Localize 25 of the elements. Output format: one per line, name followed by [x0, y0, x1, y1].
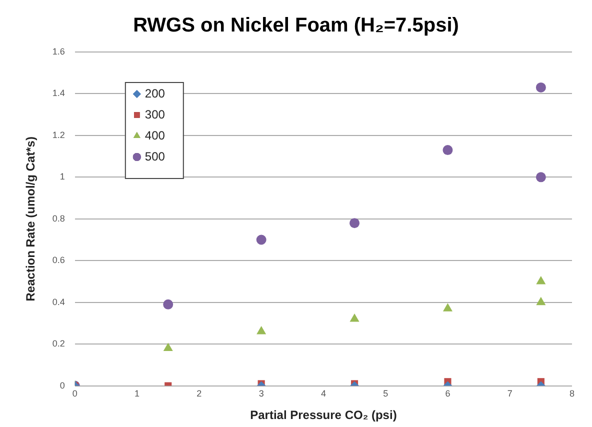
x-tick-label: 6 — [445, 388, 450, 399]
legend-label: 500 — [144, 149, 166, 164]
x-tick-label: 0 — [72, 388, 78, 399]
y-tick-label: 0 — [60, 380, 65, 390]
y-tick-label: 1.2 — [52, 130, 65, 140]
y-tick-label: 1.6 — [52, 46, 65, 56]
y-tick-label: 1.4 — [52, 88, 65, 98]
y-tick-label: 0.2 — [52, 338, 65, 349]
x-tick-label: 1 — [134, 388, 140, 399]
x-tick-label: 3 — [258, 388, 264, 399]
x-tick-label: 5 — [383, 388, 388, 399]
y-tick-label: 1 — [60, 172, 65, 182]
y-axis-title: Reaction Rate (umol/g Cat*s) — [24, 136, 38, 302]
x-axis-title: Partial Pressure CO₂ (psi) — [250, 408, 397, 422]
legend-label: 200 — [144, 86, 166, 100]
y-tick-label: 0.8 — [52, 213, 65, 224]
legend-label: 400 — [144, 128, 166, 142]
y-tick-label: 0.6 — [52, 255, 65, 266]
x-tick-label: 8 — [569, 388, 575, 399]
y-tick-label: 0.4 — [52, 296, 65, 307]
chart-title: RWGS on Nickel Foam (H₂=7.5psi) — [133, 14, 459, 37]
x-tick-label: 7 — [507, 388, 512, 399]
legend-label: 300 — [144, 107, 166, 122]
x-tick-label: 2 — [196, 388, 202, 399]
x-tick-label: 4 — [320, 388, 326, 399]
